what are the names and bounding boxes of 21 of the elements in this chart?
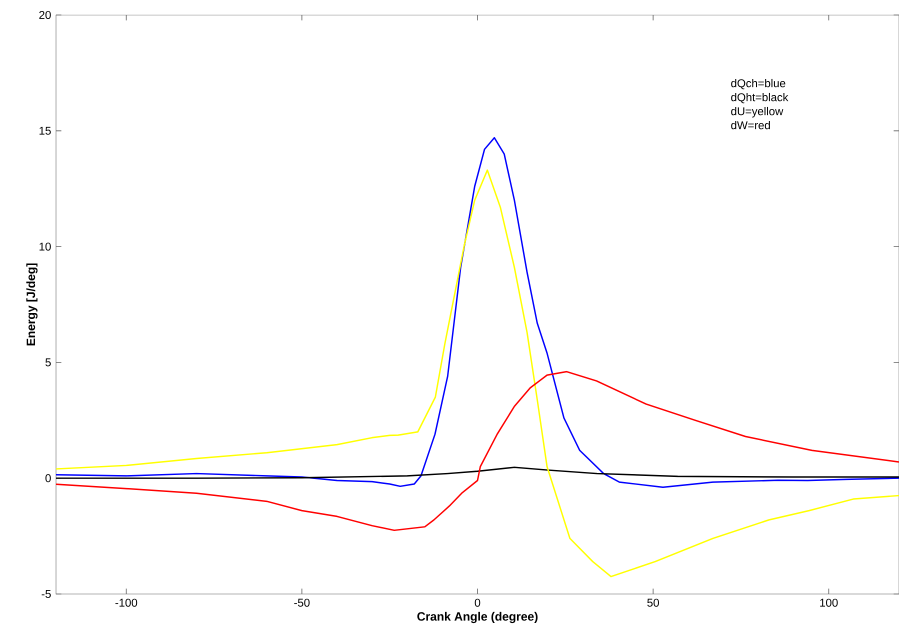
annotation: dU=yellow	[731, 106, 784, 118]
x-axis-title: Crank Angle (degree)	[417, 612, 538, 624]
y-tick-label: -5	[42, 590, 51, 598]
x-tick-label: -50	[294, 598, 310, 607]
y-tick-label: 5	[45, 358, 51, 366]
y-tick-label: 10	[40, 242, 51, 251]
x-tick-label: -100	[115, 598, 138, 607]
y-tick-label: 15	[40, 126, 51, 135]
x-tick-label: 0	[474, 598, 480, 607]
annotation: dW=red	[731, 120, 770, 130]
line-series	[56, 370, 899, 532]
line-series	[56, 466, 899, 479]
annotation: dQch=blue	[731, 78, 786, 90]
line-series	[56, 137, 899, 488]
y-tick-label: 20	[39, 10, 51, 19]
y-tick-label: 0	[45, 474, 51, 482]
y-axis-title: Energy [J/deg]	[26, 263, 38, 346]
annotation: dQht=black	[731, 92, 788, 104]
line-series	[56, 169, 899, 578]
x-tick-label: 50	[647, 598, 659, 607]
x-tick-label: 100	[820, 598, 838, 607]
